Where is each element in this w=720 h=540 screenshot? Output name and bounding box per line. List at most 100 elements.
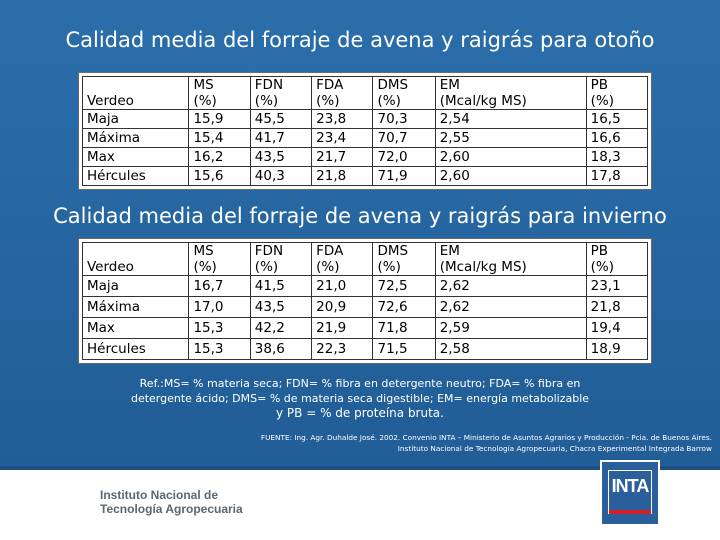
org-line: Tecnología Agropecuaria	[100, 502, 243, 516]
table-row: Max 15,3 42,2 21,9 71,8 2,59 19,4	[81, 317, 649, 339]
column-header-line: FDN	[254, 243, 284, 259]
value-cell: 45,5	[249, 109, 313, 129]
logo-red-bar	[609, 510, 651, 514]
value-cell: 17,0	[188, 296, 251, 318]
table-row: Hércules 15,6 40,3 21,8 71,9 2,60 17,8	[81, 166, 649, 186]
value-cell: 21,0	[311, 275, 374, 297]
column-header-line: EM	[439, 77, 460, 93]
value-cell: 15,6	[188, 166, 251, 186]
column-header-line: (Mcal/kg MS)	[439, 259, 527, 275]
value-cell: 21,8	[311, 166, 374, 186]
column-header-line: (%)	[377, 259, 401, 275]
value-cell: 40,3	[249, 166, 313, 186]
column-header-line: DMS	[377, 243, 409, 259]
value-cell: 2,55	[434, 128, 587, 148]
table-autumn-container: Verdeo MS (%) FDN (%) FDA (%) DMS (%) EM (Mcal/kg …	[78, 72, 652, 190]
column-header: MS (%)	[188, 76, 251, 110]
column-header: FDA (%)	[311, 76, 374, 110]
variety-cell: Maja	[81, 275, 190, 297]
value-cell: 20,9	[311, 296, 374, 318]
column-header-line: (%)	[590, 93, 614, 109]
value-cell: 71,5	[372, 338, 436, 360]
column-header: FDA (%)	[311, 242, 374, 276]
column-header-line: (%)	[254, 93, 279, 109]
value-cell: 72,6	[372, 296, 436, 318]
value-cell: 70,7	[372, 128, 436, 148]
value-cell: 19,4	[585, 317, 649, 339]
column-header-line: (%)	[193, 259, 217, 275]
value-cell: 2,58	[434, 338, 587, 360]
value-cell: 71,9	[372, 166, 436, 186]
column-header: Verdeo	[81, 242, 190, 276]
value-cell: 71,8	[372, 317, 436, 339]
value-cell: 2,62	[434, 296, 587, 318]
value-cell: 2,60	[434, 147, 587, 167]
column-header-line: Verdeo	[87, 93, 134, 109]
value-cell: 23,4	[311, 128, 374, 148]
value-cell: 43,5	[249, 147, 313, 167]
value-cell: 41,5	[249, 275, 313, 297]
column-header-line: EM	[439, 243, 460, 259]
column-header: DMS (%)	[372, 242, 436, 276]
value-cell: 21,8	[585, 296, 649, 318]
column-header: FDN (%)	[249, 76, 313, 110]
value-cell: 15,4	[188, 128, 251, 148]
logo-text: INTA	[611, 476, 650, 496]
variety-cell: Hércules	[81, 338, 190, 360]
title-autumn: Calidad media del forraje de avena y rai…	[65, 28, 655, 52]
source-citation: FUENTE: Ing. Agr. Duhalde José. 2002. Co…	[152, 432, 712, 454]
value-cell: 16,6	[585, 128, 649, 148]
title-winter: Calidad media del forraje de avena y rai…	[53, 204, 667, 228]
column-header: FDN (%)	[249, 242, 313, 276]
value-cell: 15,3	[188, 338, 251, 360]
column-header-line: (%)	[254, 259, 279, 275]
footer-divider	[0, 466, 720, 470]
variety-cell: Max	[81, 317, 190, 339]
org-line: Instituto Nacional de	[100, 488, 219, 502]
column-header-line: MS	[193, 77, 214, 93]
source-line: FUENTE: Ing. Agr. Duhalde José. 2002. Co…	[260, 433, 712, 442]
value-cell: 18,9	[585, 338, 649, 360]
column-header-line: PB	[590, 77, 609, 93]
column-header: Verdeo	[81, 76, 190, 110]
table-row: Maja 15,9 45,5 23,8 70,3 2,54 16,5	[81, 109, 649, 129]
table-row: Max 16,2 43,5 21,7 72,0 2,60 18,3	[81, 147, 649, 167]
table-winter: Verdeo MS (%) FDN (%) FDA (%) DMS (%) EM (Mcal/kg …	[81, 242, 649, 360]
note-line: Ref.:MS= % materia seca; FDN= % fibra en…	[139, 377, 581, 390]
column-header-line: (%)	[316, 259, 340, 275]
value-cell: 72,0	[372, 147, 436, 167]
value-cell: 42,2	[249, 317, 313, 339]
column-header-line: (Mcal/kg MS)	[439, 93, 527, 109]
value-cell: 2,60	[434, 166, 587, 186]
table-row: Hércules 15,3 38,6 22,3 71,5 2,58 18,9	[81, 338, 649, 360]
value-cell: 23,1	[585, 275, 649, 297]
column-header-line: MS	[193, 243, 214, 259]
column-header-line: (%)	[316, 93, 340, 109]
value-cell: 17,8	[585, 166, 649, 186]
table-row: Máxima 17,0 43,5 20,9 72,6 2,62 21,8	[81, 296, 649, 318]
value-cell: 16,2	[188, 147, 251, 167]
inta-logo: INTA	[600, 460, 660, 526]
variety-cell: Máxima	[81, 296, 190, 318]
value-cell: 2,54	[434, 109, 587, 129]
column-header: EM (Mcal/kg MS)	[434, 242, 587, 276]
value-cell: 15,9	[188, 109, 251, 129]
source-line: Instituto Nacional de Tecnología Agropec…	[397, 444, 712, 453]
variety-cell: Máxima	[81, 128, 190, 148]
column-header-line: (%)	[377, 93, 401, 109]
value-cell: 22,3	[311, 338, 374, 360]
value-cell: 70,3	[372, 109, 436, 129]
column-header-line	[87, 77, 184, 93]
reference-notes: Ref.:MS= % materia seca; FDN= % fibra en…	[110, 376, 610, 421]
column-header-line: FDA	[316, 243, 344, 259]
variety-cell: Max	[81, 147, 190, 167]
value-cell: 16,7	[188, 275, 251, 297]
table-row: Máxima 15,4 41,7 23,4 70,7 2,55 16,6	[81, 128, 649, 148]
table-header-row: Verdeo MS (%) FDN (%) FDA (%) DMS (%) EM (Mcal/kg …	[81, 76, 649, 110]
value-cell: 21,9	[311, 317, 374, 339]
column-header-line: Verdeo	[87, 259, 134, 275]
table-header-row: Verdeo MS (%) FDN (%) FDA (%) DMS (%) EM (Mcal/kg …	[81, 242, 649, 276]
value-cell: 43,5	[249, 296, 313, 318]
organization-name: Instituto Nacional de Tecnología Agropec…	[100, 488, 243, 516]
value-cell: 15,3	[188, 317, 251, 339]
